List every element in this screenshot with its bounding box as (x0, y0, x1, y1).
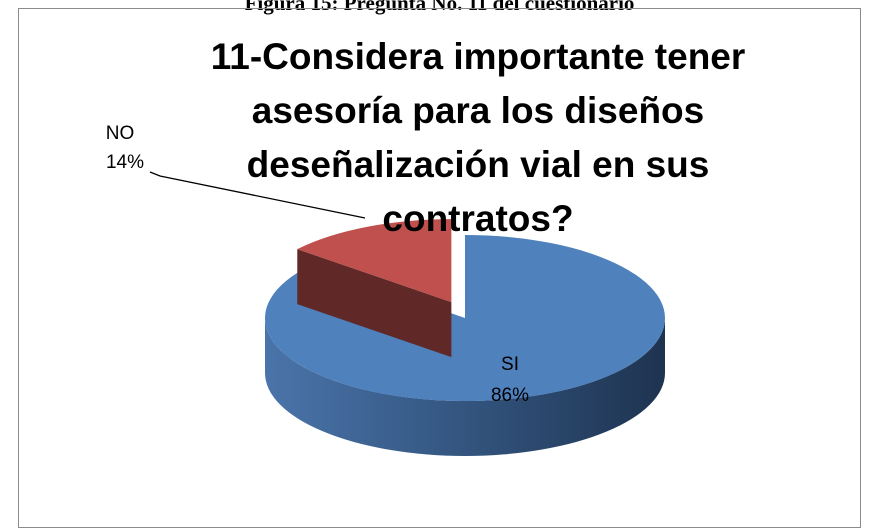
figure-caption: Figura 15: Pregunta No. 11 del cuestiona… (244, 0, 635, 15)
leader-line (149, 171, 366, 219)
page: {"caption": "Figura 15: Pregunta No. 11 … (18, 0, 861, 528)
slice (264, 235, 665, 401)
slice-side (265, 318, 665, 456)
data-label-category: NO (106, 123, 135, 144)
chart-title: 11-Considera importante tener asesoría p… (210, 36, 746, 239)
data-label-category: SI (501, 354, 519, 375)
chart: SI 86% NO 14% (106, 123, 665, 456)
data-label-value: 14% (106, 152, 144, 173)
data-label-value: 86% (491, 385, 529, 406)
slice-side (297, 249, 452, 358)
slice (297, 219, 452, 303)
